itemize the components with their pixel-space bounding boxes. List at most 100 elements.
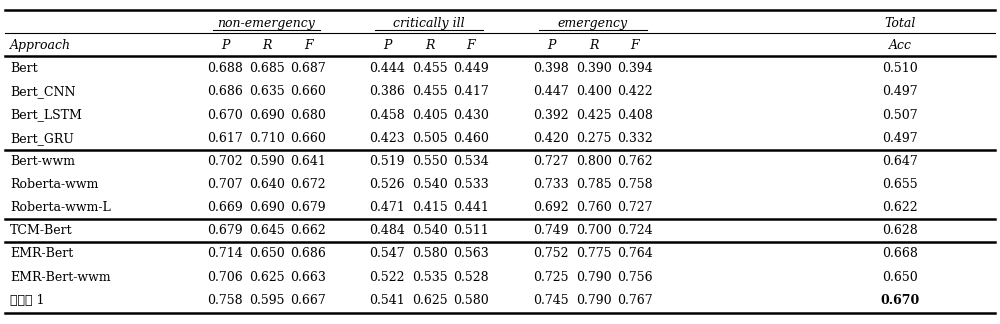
Text: Bert_GRU: Bert_GRU: [10, 132, 74, 145]
Text: 0.758: 0.758: [207, 294, 243, 307]
Text: 0.767: 0.767: [617, 294, 653, 307]
Text: Bert-wwm: Bert-wwm: [10, 155, 75, 168]
Text: 0.668: 0.668: [882, 248, 918, 260]
Text: F: F: [631, 39, 639, 52]
Text: 0.484: 0.484: [369, 224, 405, 237]
Text: 0.702: 0.702: [207, 155, 243, 168]
Text: 0.449: 0.449: [453, 62, 489, 75]
Text: 0.625: 0.625: [249, 271, 285, 284]
Text: 0.547: 0.547: [369, 248, 405, 260]
Text: 0.332: 0.332: [617, 132, 653, 145]
Text: 0.422: 0.422: [617, 86, 653, 98]
Text: 0.663: 0.663: [290, 271, 326, 284]
Text: 0.700: 0.700: [576, 224, 612, 237]
Text: 0.455: 0.455: [412, 62, 448, 75]
Text: 0.714: 0.714: [207, 248, 243, 260]
Text: 0.534: 0.534: [453, 155, 489, 168]
Text: 实施例 1: 实施例 1: [10, 294, 44, 307]
Text: R: R: [589, 39, 599, 52]
Text: 0.510: 0.510: [882, 62, 918, 75]
Text: EMR-Bert: EMR-Bert: [10, 248, 73, 260]
Text: 0.535: 0.535: [412, 271, 448, 284]
Text: 0.733: 0.733: [533, 178, 569, 191]
Text: 0.725: 0.725: [533, 271, 569, 284]
Text: 0.650: 0.650: [882, 271, 918, 284]
Text: Bert_CNN: Bert_CNN: [10, 86, 76, 98]
Text: 0.458: 0.458: [369, 109, 405, 122]
Text: 0.590: 0.590: [249, 155, 285, 168]
Text: 0.398: 0.398: [533, 62, 569, 75]
Text: TCM-Bert: TCM-Bert: [10, 224, 73, 237]
Text: 0.425: 0.425: [576, 109, 612, 122]
Text: 0.641: 0.641: [290, 155, 326, 168]
Text: 0.650: 0.650: [249, 248, 285, 260]
Text: R: R: [425, 39, 435, 52]
Text: 0.533: 0.533: [453, 178, 489, 191]
Text: 0.764: 0.764: [617, 248, 653, 260]
Text: 0.415: 0.415: [412, 201, 448, 214]
Text: 0.690: 0.690: [249, 201, 285, 214]
Text: 0.408: 0.408: [617, 109, 653, 122]
Text: 0.707: 0.707: [207, 178, 243, 191]
Text: 0.580: 0.580: [412, 248, 448, 260]
Text: 0.497: 0.497: [882, 86, 918, 98]
Text: 0.692: 0.692: [533, 201, 569, 214]
Text: 0.667: 0.667: [290, 294, 326, 307]
Text: 0.745: 0.745: [533, 294, 569, 307]
Text: 0.758: 0.758: [617, 178, 653, 191]
Text: non-emergency: non-emergency: [218, 17, 315, 30]
Text: 0.444: 0.444: [369, 62, 405, 75]
Text: EMR-Bert-wwm: EMR-Bert-wwm: [10, 271, 111, 284]
Text: 0.710: 0.710: [249, 132, 285, 145]
Text: 0.672: 0.672: [290, 178, 326, 191]
Text: Bert_LSTM: Bert_LSTM: [10, 109, 82, 122]
Text: 0.420: 0.420: [533, 132, 569, 145]
Text: 0.800: 0.800: [576, 155, 612, 168]
Text: 0.670: 0.670: [880, 294, 920, 307]
Text: 0.595: 0.595: [249, 294, 285, 307]
Text: critically ill: critically ill: [393, 17, 465, 30]
Text: 0.660: 0.660: [290, 86, 326, 98]
Text: Total: Total: [884, 17, 916, 30]
Text: 0.669: 0.669: [207, 201, 243, 214]
Text: 0.628: 0.628: [882, 224, 918, 237]
Text: 0.394: 0.394: [617, 62, 653, 75]
Text: Acc: Acc: [889, 39, 912, 52]
Text: P: P: [547, 39, 555, 52]
Text: Approach: Approach: [10, 39, 71, 52]
Text: 0.405: 0.405: [412, 109, 448, 122]
Text: Roberta-wwm-L: Roberta-wwm-L: [10, 201, 111, 214]
Text: 0.460: 0.460: [453, 132, 489, 145]
Text: 0.635: 0.635: [249, 86, 285, 98]
Text: F: F: [304, 39, 312, 52]
Text: 0.400: 0.400: [576, 86, 612, 98]
Text: 0.622: 0.622: [882, 201, 918, 214]
Text: 0.680: 0.680: [290, 109, 326, 122]
Text: 0.706: 0.706: [207, 271, 243, 284]
Text: 0.455: 0.455: [412, 86, 448, 98]
Text: 0.756: 0.756: [617, 271, 653, 284]
Text: 0.662: 0.662: [290, 224, 326, 237]
Text: 0.679: 0.679: [290, 201, 326, 214]
Text: 0.541: 0.541: [369, 294, 405, 307]
Text: 0.724: 0.724: [617, 224, 653, 237]
Text: 0.640: 0.640: [249, 178, 285, 191]
Text: 0.550: 0.550: [412, 155, 448, 168]
Text: R: R: [262, 39, 272, 52]
Text: 0.686: 0.686: [207, 86, 243, 98]
Text: 0.423: 0.423: [369, 132, 405, 145]
Text: 0.526: 0.526: [369, 178, 405, 191]
Text: 0.686: 0.686: [290, 248, 326, 260]
Text: 0.785: 0.785: [576, 178, 612, 191]
Text: 0.507: 0.507: [882, 109, 918, 122]
Text: 0.790: 0.790: [576, 271, 612, 284]
Text: 0.511: 0.511: [453, 224, 489, 237]
Text: 0.540: 0.540: [412, 224, 448, 237]
Text: emergency: emergency: [558, 17, 628, 30]
Text: 0.417: 0.417: [453, 86, 489, 98]
Text: 0.655: 0.655: [882, 178, 918, 191]
Text: 0.679: 0.679: [207, 224, 243, 237]
Text: 0.749: 0.749: [533, 224, 569, 237]
Text: 0.727: 0.727: [617, 201, 653, 214]
Text: P: P: [383, 39, 391, 52]
